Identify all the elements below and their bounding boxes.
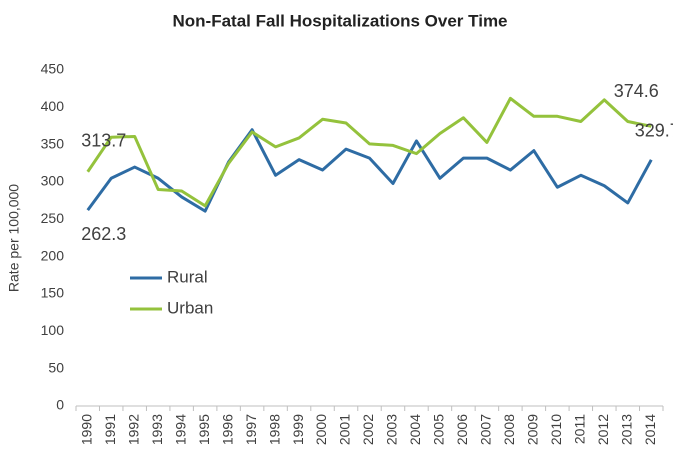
- y-tick-label: 100: [41, 322, 65, 338]
- x-tick-label: 1992: [125, 414, 141, 445]
- x-tick-label: 2013: [618, 414, 634, 445]
- x-tick-label: 2001: [337, 414, 353, 445]
- y-tick-label: 250: [41, 210, 65, 226]
- y-tick-label: 50: [48, 359, 64, 375]
- series-line: [86, 128, 653, 213]
- x-tick-label: 2012: [595, 414, 611, 445]
- chart-title: Non-Fatal Fall Hospitalizations Over Tim…: [172, 11, 507, 30]
- y-tick-label: 0: [56, 397, 64, 413]
- x-tick-label: 2005: [431, 414, 447, 445]
- x-tick-label: 2010: [548, 414, 564, 445]
- x-tick-label: 1995: [196, 414, 212, 445]
- y-tick-label: 150: [41, 285, 65, 301]
- y-tick-label: 400: [41, 98, 65, 114]
- x-tick-label: 1994: [172, 414, 188, 445]
- x-tick-label: 2006: [454, 414, 470, 445]
- legend-label: Urban: [167, 298, 213, 317]
- x-tick-label: 1996: [219, 414, 235, 445]
- series-line: [86, 96, 652, 208]
- x-tick-label: 1998: [266, 414, 282, 445]
- data-label: 329.7: [635, 121, 673, 141]
- x-tick-label: 1991: [102, 414, 118, 445]
- x-tick-label: 2004: [407, 414, 423, 445]
- data-label: 313.7: [81, 131, 126, 151]
- x-tick-label: 1997: [243, 414, 259, 445]
- y-tick-label: 200: [41, 247, 65, 263]
- y-axis-label: Rate per 100,000: [6, 184, 22, 292]
- y-tick-label: 300: [41, 173, 65, 189]
- x-tick-label: 2002: [360, 414, 376, 445]
- x-tick-label: 2009: [525, 414, 541, 445]
- x-tick-label: 2007: [478, 414, 494, 445]
- data-label: 374.6: [614, 81, 659, 101]
- x-tick-label: 1993: [149, 414, 165, 445]
- x-tick-label: 1990: [78, 414, 94, 445]
- x-tick-label: 2003: [384, 414, 400, 445]
- data-label: 262.3: [81, 224, 126, 244]
- x-tick-label: 2000: [313, 414, 329, 445]
- x-tick-label: 2008: [501, 414, 517, 445]
- y-tick-label: 350: [41, 135, 65, 151]
- x-tick-label: 2011: [572, 414, 588, 444]
- y-tick-label: 450: [41, 61, 65, 77]
- legend-label: Rural: [167, 267, 208, 286]
- x-tick-label: 1999: [290, 414, 306, 445]
- x-tick-label: 2014: [642, 414, 658, 445]
